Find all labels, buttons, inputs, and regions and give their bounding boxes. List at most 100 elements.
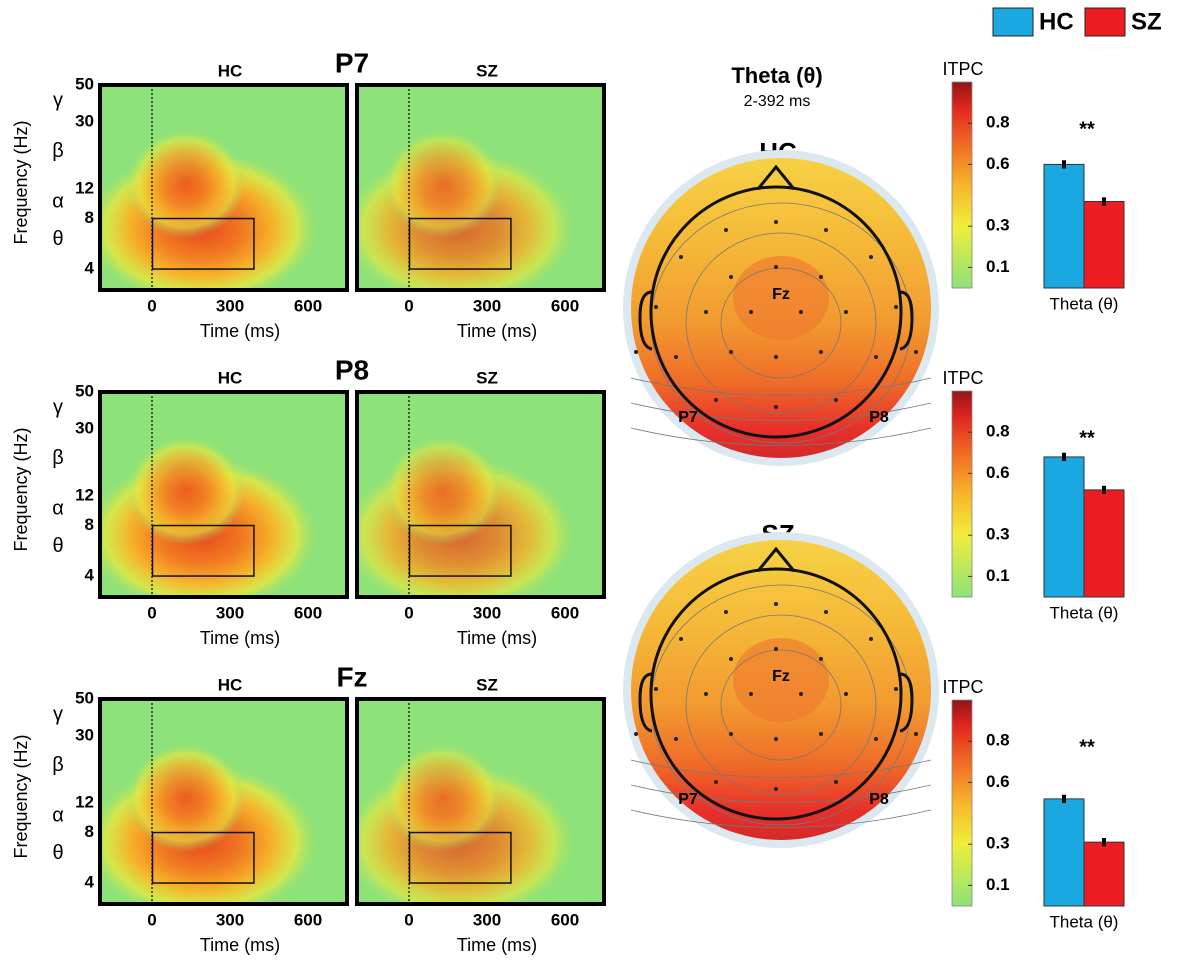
x-tick-label: 300 [473, 296, 501, 315]
x-tick-label: 0 [404, 603, 413, 622]
electrode-label: P8 [869, 791, 889, 808]
panel [81, 85, 347, 308]
electrode [729, 275, 733, 279]
legend-label: SZ [1131, 8, 1162, 35]
bar [1044, 164, 1084, 288]
channel-title: P8 [335, 354, 369, 385]
electrode [834, 780, 838, 784]
colorbar-label: ITPC [942, 59, 983, 79]
panel [338, 699, 604, 922]
power-blob [383, 435, 503, 545]
x-tick-label: 0 [147, 603, 156, 622]
channel-title: Fz [336, 661, 367, 692]
y-axis-label: Frequency (Hz) [11, 120, 31, 244]
electrode-label: Fz [772, 668, 790, 685]
electrode [819, 275, 823, 279]
x-tick-label: 600 [294, 296, 322, 315]
electrode [844, 692, 848, 696]
colorbar-tick-label: 0.3 [986, 834, 1010, 853]
y-tick-label: 8 [85, 822, 94, 841]
electrode [774, 602, 778, 606]
colorbar-tick-label: 0.1 [986, 875, 1010, 894]
x-tick-label: 300 [473, 603, 501, 622]
x-tick-label: 0 [147, 296, 156, 315]
band-label: β [52, 140, 64, 162]
x-tick-label: 600 [294, 603, 322, 622]
electrode [634, 732, 638, 736]
electrode-label: P8 [869, 409, 889, 426]
significance: ** [1079, 736, 1095, 758]
colorbar-tick-label: 0.6 [986, 772, 1010, 791]
electrode [724, 610, 728, 614]
significance: ** [1079, 427, 1095, 449]
x-tick-label: 600 [551, 603, 579, 622]
electrode-label: Fz [772, 286, 790, 303]
panel [81, 699, 347, 922]
group-title: SZ [476, 61, 498, 80]
group-title: SZ [476, 368, 498, 387]
power-blob [126, 128, 246, 238]
y-tick-label: 50 [75, 74, 94, 93]
electrode [714, 780, 718, 784]
electrode [894, 305, 898, 309]
bar [1084, 490, 1124, 597]
electrode [894, 687, 898, 691]
colorbar-tick-label: 0.8 [986, 113, 1010, 132]
colorbar-tick-label: 0.8 [986, 422, 1010, 441]
electrode [774, 405, 778, 409]
electrode [834, 398, 838, 402]
x-tick-label: 0 [404, 910, 413, 929]
legend-swatch [1085, 8, 1125, 36]
group-title: HC [218, 368, 243, 387]
group-title: HC [218, 61, 243, 80]
electrode [819, 732, 823, 736]
colorbar [952, 391, 972, 597]
topo-subtitle: 2-392 ms [744, 93, 811, 110]
electrode [819, 657, 823, 661]
colorbar-tick-label: 0.3 [986, 525, 1010, 544]
colorbar-tick-label: 0.6 [986, 463, 1010, 482]
significance: ** [1079, 118, 1095, 140]
y-tick-label: 30 [75, 726, 94, 745]
colorbar-label: ITPC [942, 368, 983, 388]
electrode [874, 737, 878, 741]
colorbar-tick-label: 0.1 [986, 257, 1010, 276]
electrode [679, 255, 683, 259]
y-tick-label: 50 [75, 688, 94, 707]
colorbar [952, 82, 972, 288]
band-label: θ [52, 228, 63, 250]
y-axis-label: Frequency (Hz) [11, 734, 31, 858]
electrode-label: P7 [678, 791, 698, 808]
legend-swatch [993, 8, 1033, 36]
bar [1044, 799, 1084, 906]
band-label: γ [53, 90, 63, 112]
electrode [799, 310, 803, 314]
electrode [914, 350, 918, 354]
electrode-label: P7 [678, 409, 698, 426]
y-tick-label: 12 [75, 485, 94, 504]
x-tick-label: Theta (θ) [1050, 912, 1119, 931]
power-blob [383, 742, 503, 852]
colorbar-tick-label: 0.6 [986, 154, 1010, 173]
electrode [869, 637, 873, 641]
y-tick-label: 8 [85, 515, 94, 534]
y-tick-label: 12 [75, 792, 94, 811]
electrode [844, 310, 848, 314]
y-tick-label: 30 [75, 112, 94, 131]
electrode [749, 310, 753, 314]
x-axis-label: Time (ms) [200, 321, 280, 341]
electrode [634, 350, 638, 354]
electrode [774, 220, 778, 224]
x-axis-label: Time (ms) [457, 321, 537, 341]
band-label: γ [53, 397, 63, 419]
y-axis-label: Frequency (Hz) [11, 427, 31, 551]
band-label: α [52, 805, 64, 827]
power-blob [126, 742, 246, 852]
band-label: γ [53, 704, 63, 726]
y-tick-label: 12 [75, 178, 94, 197]
colorbar-tick-label: 0.8 [986, 731, 1010, 750]
colorbar-label: ITPC [942, 677, 983, 697]
electrode [729, 350, 733, 354]
electrode [824, 610, 828, 614]
x-tick-label: 300 [216, 603, 244, 622]
